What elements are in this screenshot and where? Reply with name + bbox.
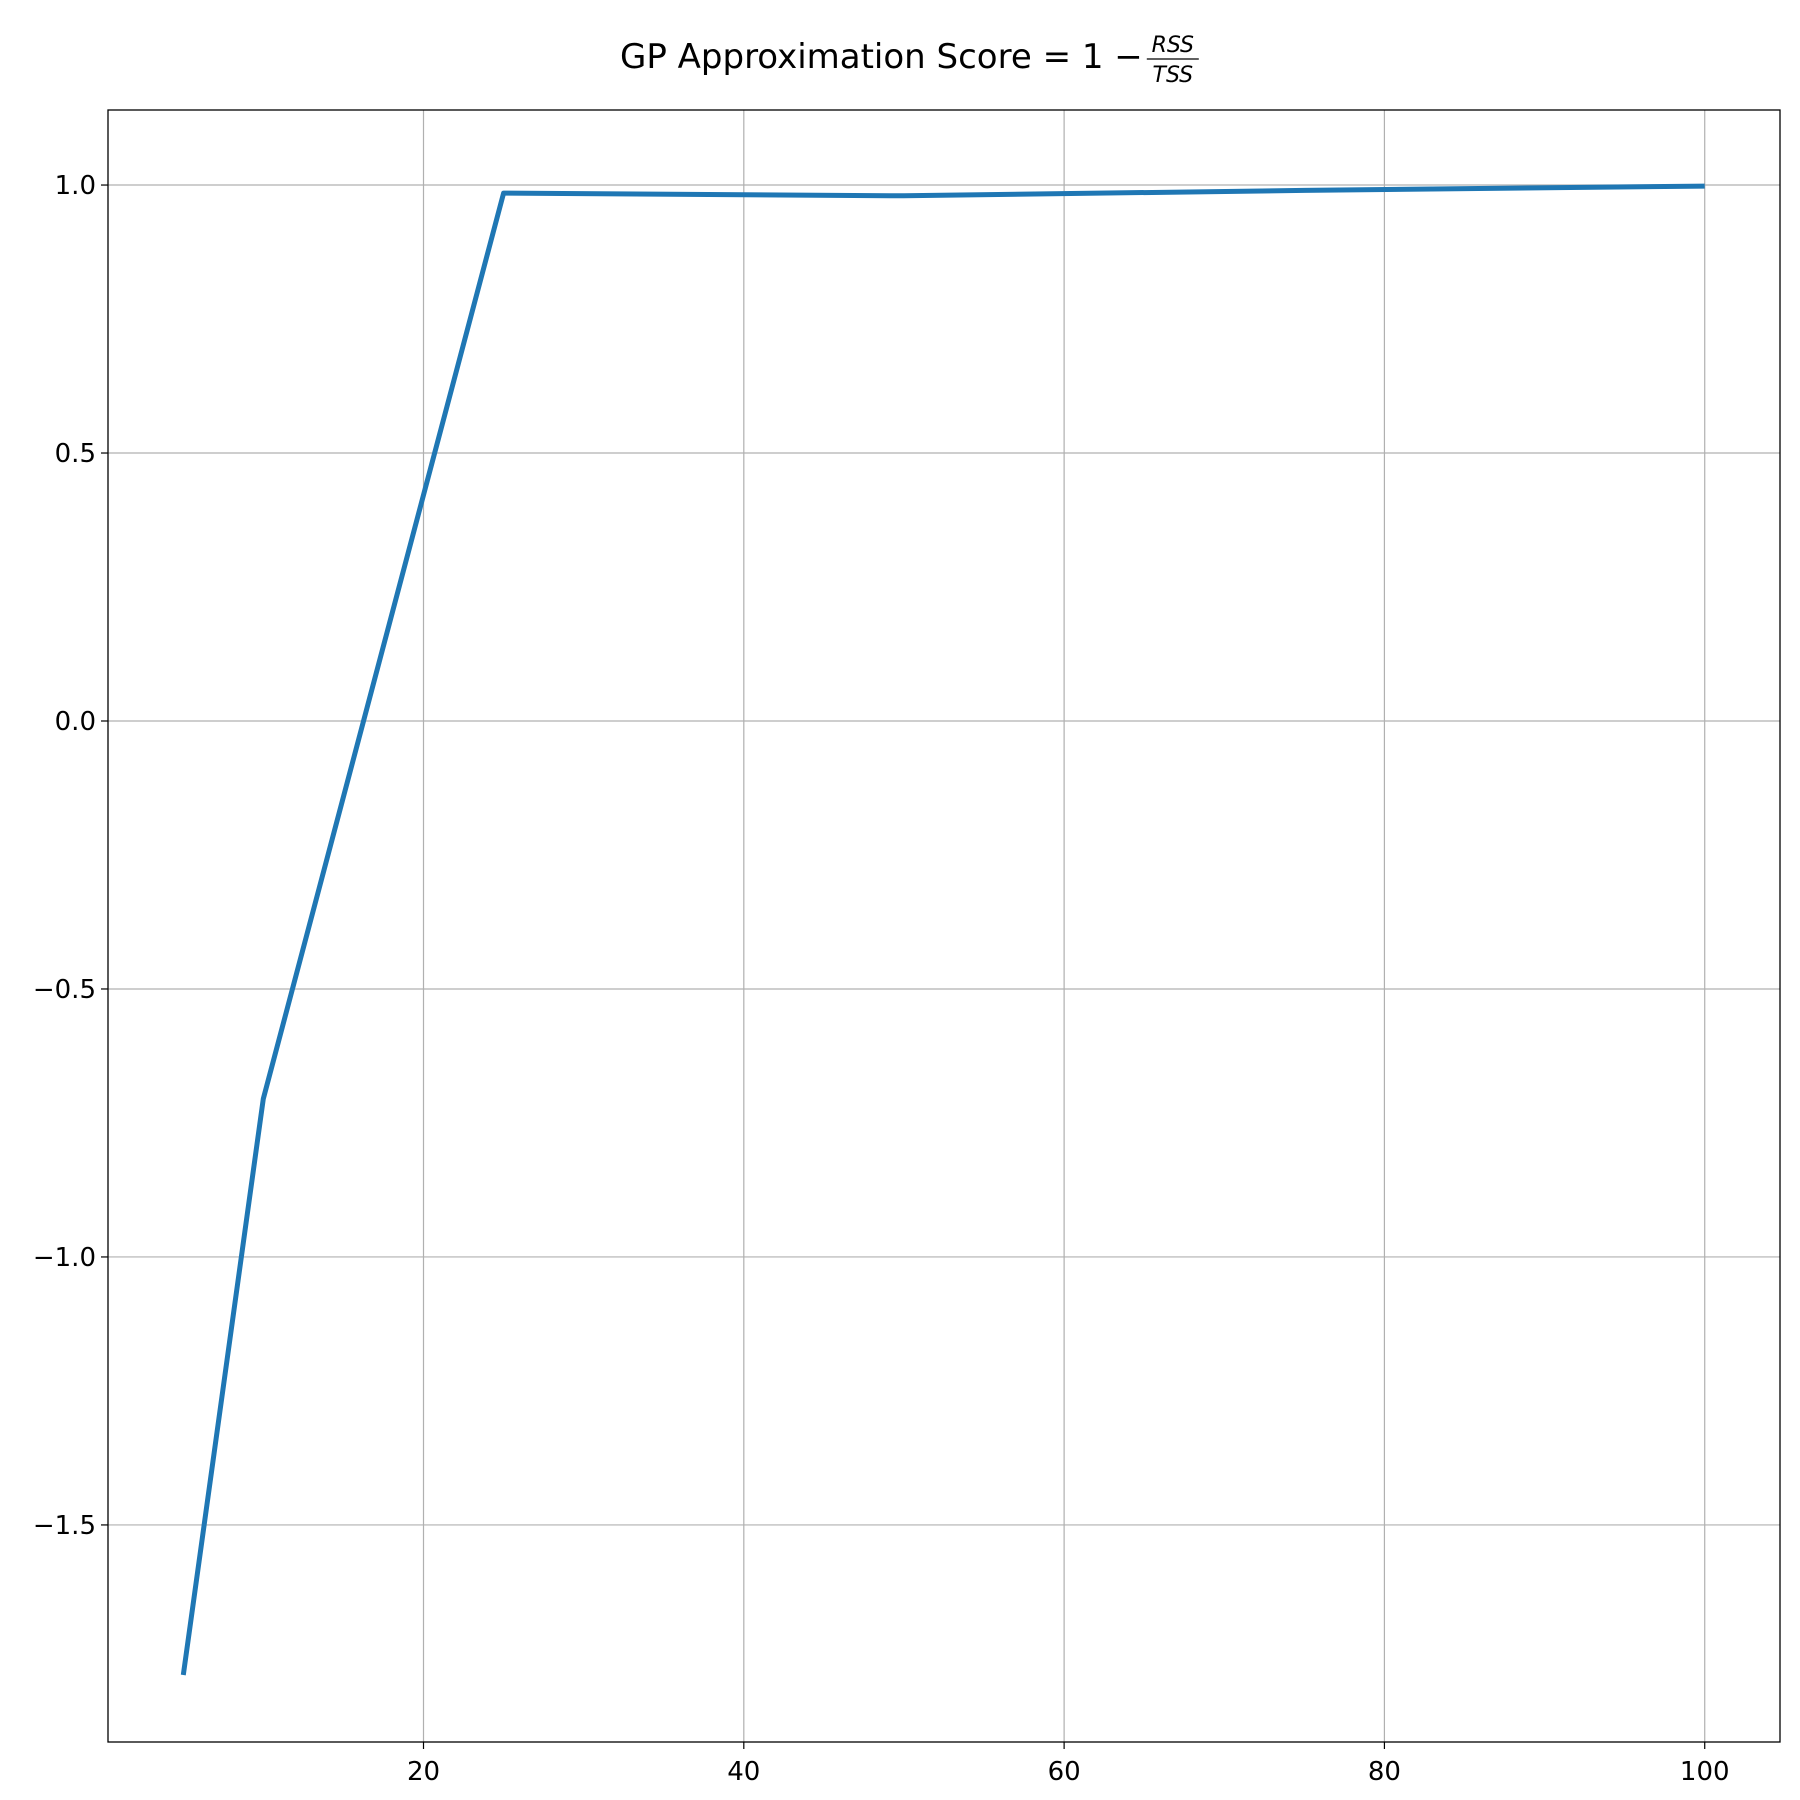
series-line-0 <box>180 183 1705 1676</box>
title-numerator: RSS <box>1152 33 1194 58</box>
title-denominator: TSS <box>1153 63 1194 88</box>
y-tick-label: 0.5 <box>55 439 96 469</box>
plot-frame <box>107 109 1781 1743</box>
y-tick-label: −1.0 <box>33 1243 96 1273</box>
y-tick-label: −1.5 <box>33 1511 96 1541</box>
x-tick-label: 40 <box>727 1757 760 1787</box>
x-tick-label: 20 <box>407 1757 440 1787</box>
x-tick-label: 80 <box>1368 1757 1401 1787</box>
x-tick-label: 100 <box>1680 1757 1730 1787</box>
series-layer <box>180 183 1705 1676</box>
chart-title-equation: = 1 − <box>1043 37 1143 77</box>
chart-title-prefix: GP Approximation Score <box>620 37 1043 77</box>
y-axis: 1.0 0.5 0.0 −0.5 −1.0 −1.5 <box>33 171 108 1541</box>
x-axis: 20 40 60 80 100 <box>407 1742 1730 1787</box>
y-tick-label: 0.0 <box>55 707 96 737</box>
y-tick-label: −0.5 <box>33 975 96 1005</box>
y-tick-label: 1.0 <box>55 171 96 201</box>
title-fraction: RSS TSS <box>1146 33 1199 88</box>
chart-title: GP Approximation Score = 1 − <box>620 37 1143 77</box>
x-tick-label: 60 <box>1048 1757 1081 1787</box>
grid <box>108 110 1780 1742</box>
